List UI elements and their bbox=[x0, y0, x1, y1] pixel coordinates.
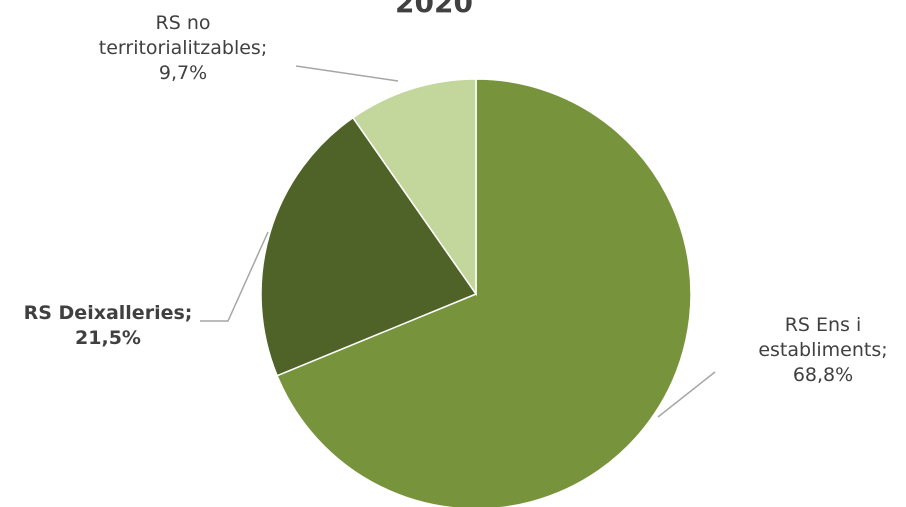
data-label: RS Deixalleries; bbox=[24, 302, 193, 324]
pie-slice-rs-ens-i-establiments bbox=[276, 78, 692, 507]
data-label: 9,7% bbox=[159, 62, 207, 84]
pie-slice-rs-no-territorialitzables bbox=[351, 78, 477, 297]
chart-title: 2020 bbox=[395, 0, 473, 19]
data-label: 21,5% bbox=[75, 327, 141, 349]
leader-line bbox=[295, 65, 399, 82]
data-label: RS Ens i bbox=[785, 314, 862, 336]
data-label: territorialitzables; bbox=[99, 37, 267, 59]
pie-slice-rs-deixalleries bbox=[260, 116, 478, 377]
data-label: 68,8% bbox=[793, 364, 853, 386]
leader-line bbox=[200, 231, 269, 322]
leader-line bbox=[657, 371, 716, 418]
pie-slices bbox=[260, 78, 692, 507]
data-label: establiments; bbox=[758, 339, 887, 361]
data-labels: RS Ens i establiments; 68,8% RS Deixallerie… bbox=[24, 12, 888, 386]
leader-lines bbox=[200, 65, 716, 418]
data-label: RS no bbox=[156, 12, 211, 34]
